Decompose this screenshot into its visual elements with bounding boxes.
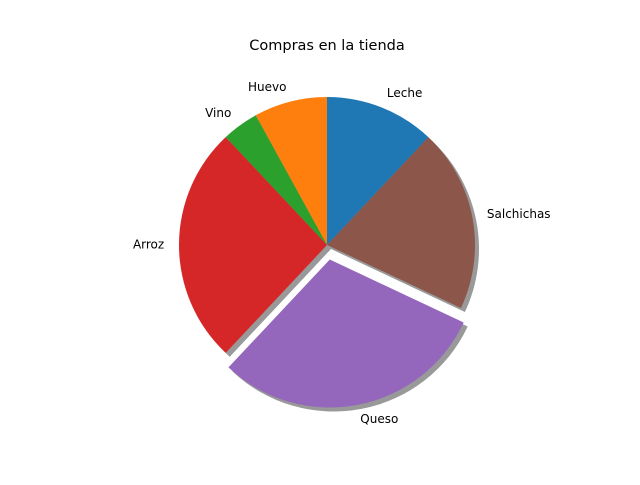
pie-slice-vino (225, 115, 327, 245)
pie-slice-huevo (255, 97, 327, 245)
pie-label-huevo: Huevo (248, 80, 286, 94)
pie-slices (178, 97, 475, 408)
pie-slice-salchichas (327, 137, 475, 309)
pie-slice-arroz (178, 137, 327, 353)
pie-label-leche: Leche (387, 86, 422, 100)
pie-slice-leche (327, 97, 429, 245)
chart-title: Compras en la tienda (249, 38, 405, 54)
pie-slice-queso (228, 259, 464, 408)
pie-label-arroz: Arroz (133, 238, 164, 252)
pie-label-vino: Vino (205, 106, 231, 120)
pie-labels: Huevo Vino Arroz Queso Salchichas Leche (133, 80, 551, 426)
pie-label-queso: Queso (360, 412, 398, 426)
pie-label-salchichas: Salchichas (487, 207, 551, 221)
